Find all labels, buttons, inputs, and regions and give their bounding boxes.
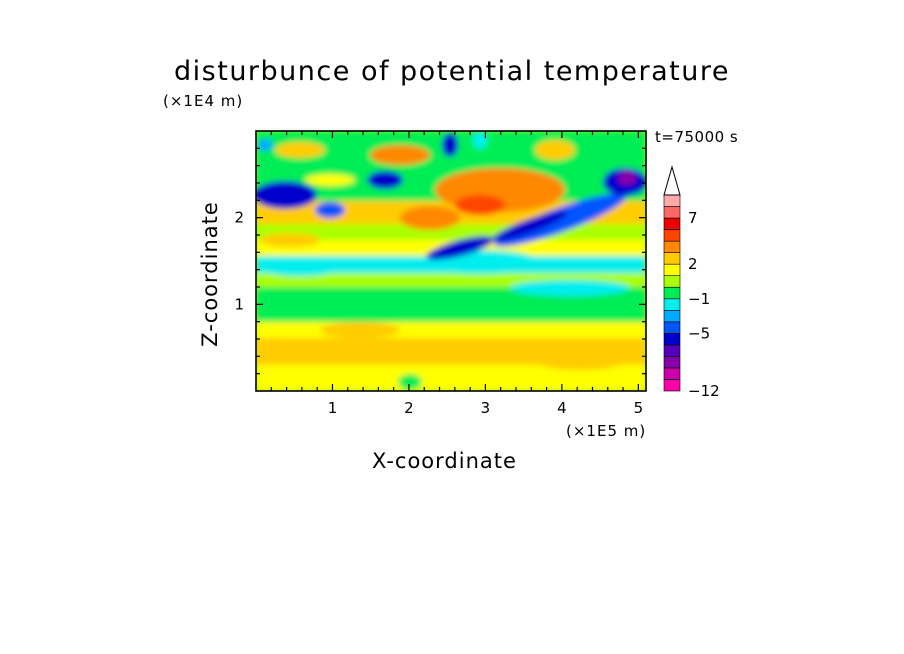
colorbar-swatch <box>663 240 681 253</box>
colorbar-swatch <box>663 275 681 288</box>
colorbar-swatch <box>663 309 681 323</box>
colorbar-swatch <box>663 229 681 242</box>
colorbar-swatch <box>663 194 681 207</box>
colorbar-swatch <box>663 367 681 380</box>
colorbar: 7 2 −1 −5 −12 <box>663 165 720 400</box>
colorbar-swatch <box>663 252 681 265</box>
colorbar-swatch <box>663 263 681 277</box>
y-tick-label: 1 <box>234 295 244 313</box>
plot-frame <box>255 130 647 392</box>
colorbar-label: −5 <box>688 324 710 342</box>
colorbar-swatch <box>663 321 681 334</box>
colorbar-swatch <box>663 344 681 357</box>
colorbar-extend-arrow <box>663 165 681 196</box>
colorbar-label: 7 <box>688 209 698 227</box>
colorbar-swatch <box>663 217 681 230</box>
colorbar-label: −1 <box>688 290 710 308</box>
colorbar-swatch <box>663 206 681 219</box>
colorbar-swatch <box>663 286 681 300</box>
x-axis-label: X-coordinate <box>372 449 517 473</box>
x-tick-label: 1 <box>328 399 338 417</box>
x-tick-label: 4 <box>557 399 567 417</box>
y-tick-label: 2 <box>234 209 244 227</box>
y-axis-scale-label: (×1E4 m) <box>163 92 244 110</box>
colorbar-swatch <box>663 333 681 346</box>
time-label: t=75000 s <box>655 128 739 146</box>
colorbar-label: −12 <box>688 382 720 400</box>
x-axis-ticks: 1 2 3 4 5 <box>270 131 644 417</box>
y-axis-ticks: 12 <box>234 147 646 375</box>
x-tick-label: 2 <box>404 399 414 417</box>
colorbar-swatch <box>663 298 681 311</box>
colorbar-swatch <box>663 356 681 369</box>
chart-title: disturbunce of potential temperature <box>174 56 730 87</box>
colorbar-label: 2 <box>688 255 698 273</box>
colorbar-swatch <box>663 379 681 392</box>
contour-field <box>256 131 646 391</box>
x-tick-label: 5 <box>634 399 644 417</box>
x-axis-scale-label: (×1E5 m) <box>566 422 647 440</box>
x-tick-label: 3 <box>481 399 491 417</box>
